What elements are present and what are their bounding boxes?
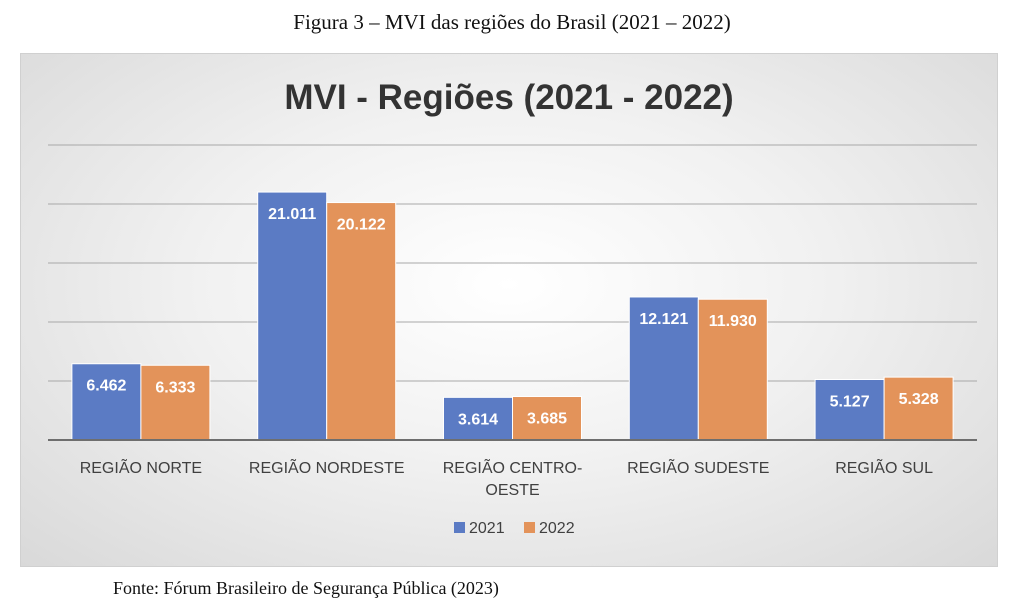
bar-2021-0: [71, 363, 142, 441]
legend-label-2022: 2022: [539, 520, 575, 537]
data-label-2021-3: 12.121: [639, 311, 688, 328]
category-label-0: REGIÃO NORTE: [80, 457, 202, 477]
bar-chart: MVI - Regiões (2021 - 2022) 6.462 6.333 REG…: [48, 78, 977, 537]
category-label-4: REGIÃO SUL: [835, 457, 933, 477]
data-label-2022-0: 6.333: [155, 379, 195, 396]
legend-swatch-2022: [524, 522, 535, 533]
data-label-2022-4: 5.328: [899, 391, 939, 408]
chart-area: MVI - Regiões (2021 - 2022) 6.462 6.333 REG…: [20, 53, 998, 567]
data-label-2022-1: 20.122: [337, 217, 386, 234]
data-label-2022-2: 3.685: [527, 411, 567, 428]
bar-2021-3: [628, 296, 699, 441]
bar-2022-0: [140, 364, 211, 441]
bar-2021-1: [257, 191, 328, 441]
category-label-3: REGIÃO SUDESTE: [627, 457, 769, 477]
bar-2022-4: [883, 376, 954, 441]
category-label-2: OESTE: [485, 482, 539, 499]
category-label-1: REGIÃO NORDESTE: [249, 457, 405, 477]
data-label-2022-3: 11.930: [709, 313, 757, 330]
data-label-2021-0: 6.462: [86, 378, 126, 395]
data-label-2021-2: 3.614: [458, 411, 498, 428]
data-label-2021-4: 5.127: [830, 394, 870, 411]
figure-source: Fonte: Fórum Brasileiro de Segurança Púb…: [113, 578, 499, 598]
bar-2021-4: [814, 379, 885, 441]
legend-swatch-2021: [454, 522, 465, 533]
chart-title: MVI - Regiões (2021 - 2022): [284, 78, 733, 117]
data-label-2021-1: 21.011: [268, 206, 316, 223]
bar-2022-3: [697, 298, 768, 441]
legend-label-2021: 2021: [469, 520, 505, 537]
bar-2021-2: [443, 396, 513, 441]
category-label-2: REGIÃO CENTRO-: [443, 457, 583, 477]
bar-2022-1: [326, 202, 397, 441]
figure-caption: Figura 3 – MVI das regiões do Brasil (20…: [293, 10, 731, 34]
